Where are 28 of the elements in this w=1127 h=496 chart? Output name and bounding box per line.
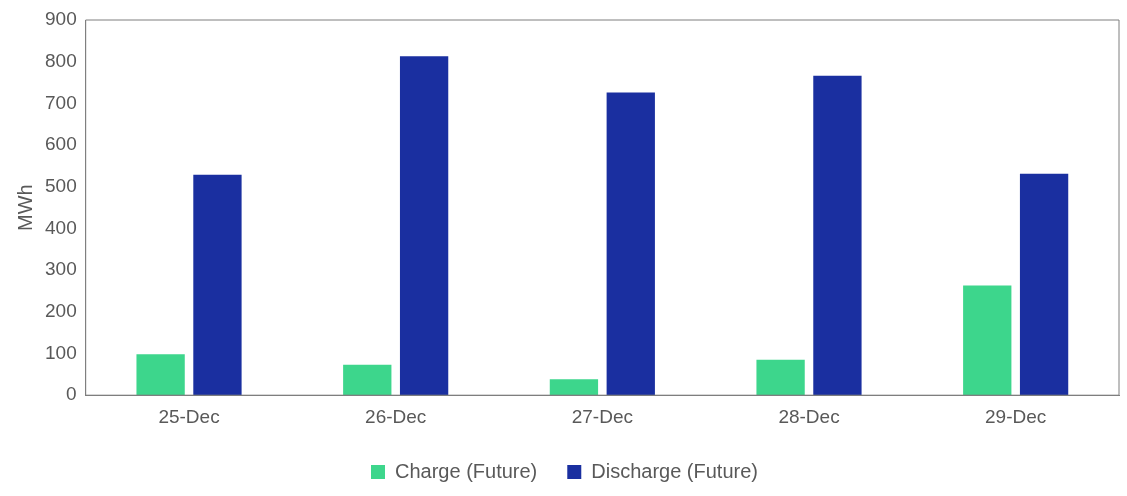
bar	[136, 354, 185, 396]
bar	[1019, 173, 1069, 396]
x-tick-label: 29-Dec	[985, 405, 1047, 427]
bar	[606, 92, 655, 396]
y-tick-label: 800	[45, 49, 77, 71]
bar	[399, 56, 449, 396]
y-tick-label: 900	[45, 8, 77, 30]
x-tick-label: 27-Dec	[571, 405, 633, 427]
y-tick-label: 300	[45, 258, 77, 280]
bar	[193, 174, 242, 396]
bar	[343, 364, 392, 396]
bar	[756, 359, 805, 396]
x-tick-label: 25-Dec	[158, 405, 220, 427]
legend-label: Charge (Future)	[395, 459, 538, 482]
y-tick-label: 0	[66, 383, 77, 405]
x-tick-label: 28-Dec	[778, 405, 840, 427]
bar	[813, 75, 862, 396]
y-tick-label: 700	[45, 91, 77, 113]
y-tick-label: 500	[45, 174, 77, 196]
y-tick-label: 400	[45, 216, 77, 238]
legend-label: Discharge (Future)	[591, 459, 758, 482]
x-tick-label: 26-Dec	[365, 405, 427, 427]
bar	[963, 285, 1012, 396]
y-tick-label: 200	[45, 300, 77, 322]
y-tick-label: 100	[45, 341, 77, 363]
y-axis-title: MWh	[13, 184, 36, 231]
y-tick-label: 600	[45, 133, 77, 155]
bar	[549, 379, 599, 396]
